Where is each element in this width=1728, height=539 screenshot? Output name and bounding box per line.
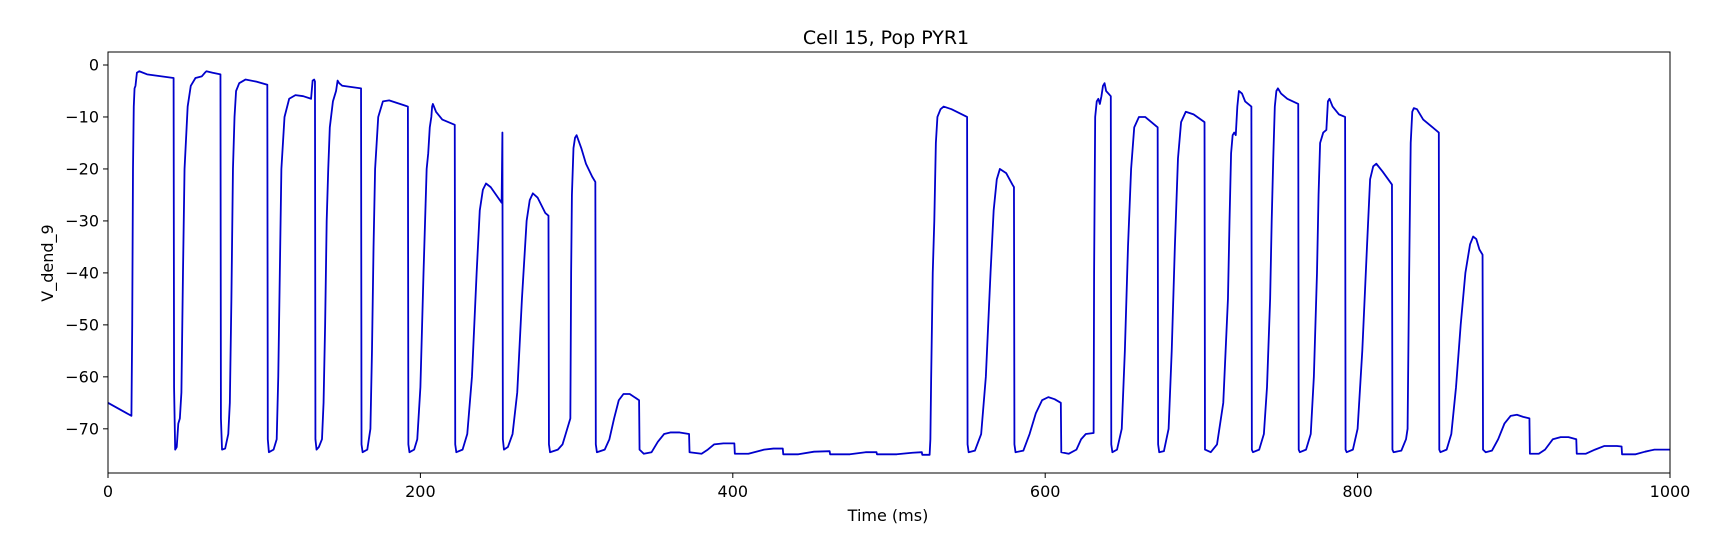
chart-title: Cell 15, Pop PYR1 — [803, 27, 969, 49]
y-tick-label: −20 — [65, 159, 99, 178]
y-tick-label: −40 — [65, 263, 99, 282]
series-line-0 — [108, 70, 1670, 456]
y-tick-label: −60 — [65, 367, 99, 386]
y-tick-label: −10 — [65, 107, 99, 126]
x-tick-label: 400 — [718, 482, 749, 501]
y-axis: 0 −10 −20 −30 −40 −50 −60 −70 — [65, 55, 108, 438]
y-tick-label: −50 — [65, 315, 99, 334]
y-tick-label: −30 — [65, 211, 99, 230]
y-tick-label: 0 — [89, 55, 99, 74]
x-tick-label: 1000 — [1650, 482, 1691, 501]
x-tick-label: 600 — [1030, 482, 1061, 501]
x-tick-label: 200 — [405, 482, 436, 501]
x-axis: 0 200 400 600 800 1000 — [103, 473, 1690, 501]
y-axis-label: V_dend_9 — [38, 224, 58, 301]
y-tick-label: −70 — [65, 419, 99, 438]
x-axis-label: Time (ms) — [847, 506, 929, 525]
x-tick-label: 800 — [1342, 482, 1373, 501]
plot-area — [107, 51, 1671, 474]
x-tick-label: 0 — [103, 482, 113, 501]
plot-frame — [107, 51, 1671, 474]
